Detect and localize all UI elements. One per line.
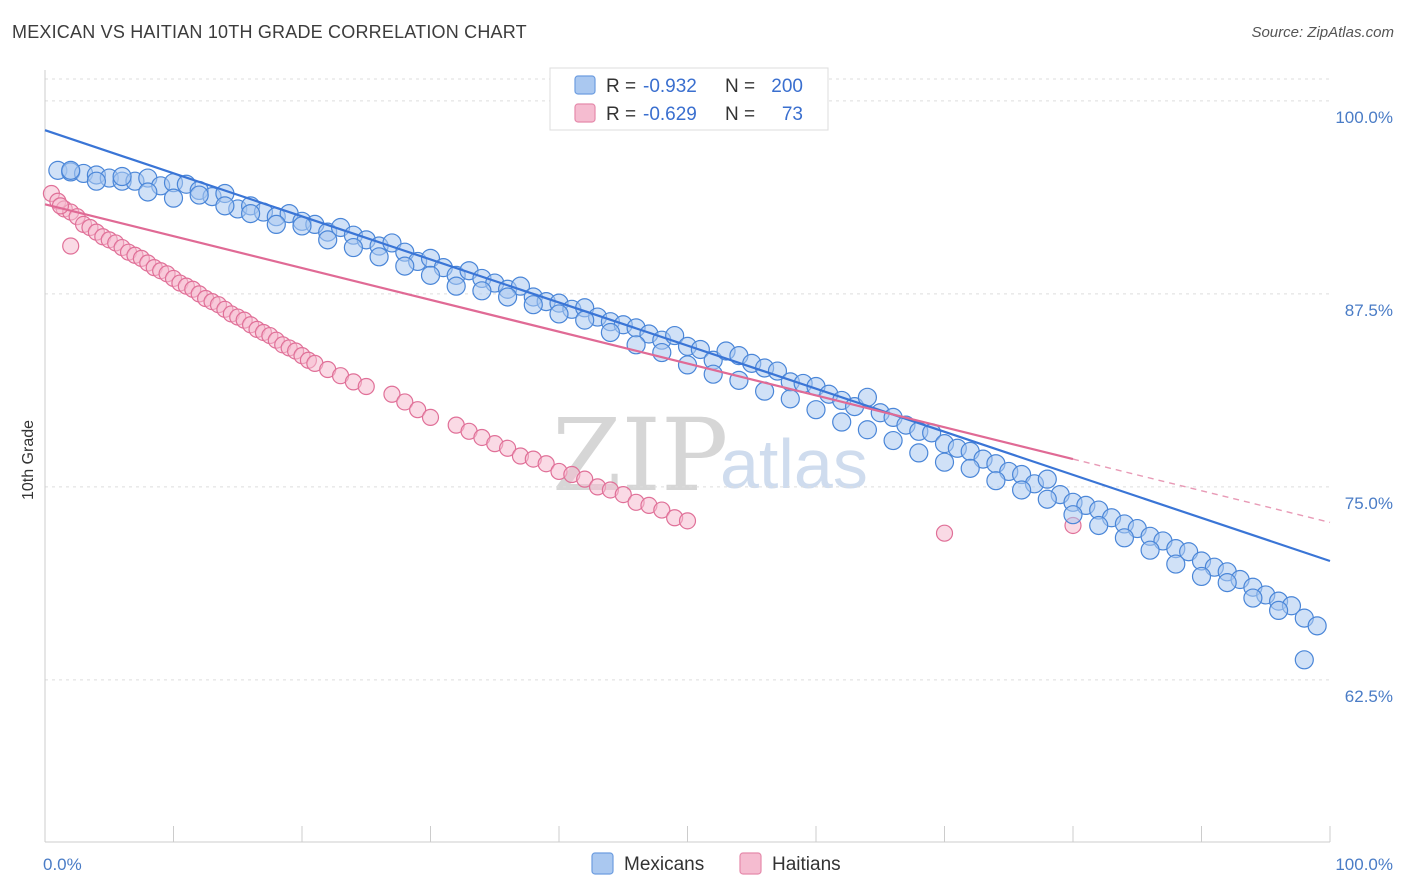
- mexicans-point: [241, 203, 261, 224]
- haitians-point: [537, 455, 555, 473]
- haitians-point: [396, 393, 414, 411]
- mexicans-point: [960, 458, 980, 478]
- mexicans-point: [189, 185, 209, 205]
- mexicans-point: [767, 361, 788, 381]
- legend-r-value-haitians: -0.629: [643, 104, 697, 125]
- mexicans-point: [1217, 573, 1237, 593]
- mexicans-point: [318, 230, 338, 250]
- haitians-point: [409, 401, 427, 419]
- mexicans-point: [1037, 469, 1057, 489]
- mexicans-point: [934, 452, 955, 472]
- mexicans-point: [780, 389, 800, 409]
- mexicans-point: [446, 276, 466, 296]
- legend-swatch-haitians: [574, 103, 596, 123]
- mexicans-point: [1089, 515, 1109, 536]
- haitians-point: [678, 512, 697, 530]
- haitians-point: [614, 486, 632, 504]
- y-tick-label: 75.0%: [1345, 494, 1393, 513]
- legend-r-label-haitians: R =: [606, 104, 636, 125]
- mexicans-point: [215, 196, 235, 216]
- watermark-zip: ZIP: [552, 397, 728, 514]
- mexicans-point: [1166, 554, 1186, 574]
- gridlines: [45, 78, 1330, 681]
- mexicans-point: [1307, 616, 1327, 636]
- mexicans-point: [1063, 505, 1083, 525]
- haitians-point: [576, 470, 594, 488]
- mexicans-trendline: [44, 129, 1331, 563]
- haitians-point: [421, 408, 440, 426]
- mexicans-point: [86, 171, 107, 191]
- mexicans-point: [292, 216, 312, 236]
- haitians-point: [935, 524, 954, 542]
- x-tick-label-min: 0.0%: [43, 855, 82, 874]
- mexicans-point: [112, 166, 132, 187]
- legend-n-label-mexicans: N =: [725, 76, 755, 97]
- mexicans-point: [549, 304, 569, 324]
- mexicans-point: [909, 443, 929, 463]
- haitians-point: [499, 439, 517, 457]
- mexicans-point: [523, 295, 543, 315]
- mexicans-point: [395, 256, 415, 276]
- mexicans-point: [883, 430, 903, 451]
- mexicans-point: [369, 247, 389, 267]
- x-axis-ticks: [44, 826, 1331, 842]
- y-axis-label: 10th Grade: [20, 420, 37, 500]
- mexicans-point: [343, 237, 363, 258]
- mexicans-point: [61, 160, 81, 180]
- y-tick-label: 100.0%: [1335, 108, 1393, 127]
- mexicans-point: [138, 182, 158, 202]
- haitians-point: [357, 377, 375, 396]
- legend-r-value-mexicans: -0.932: [643, 76, 697, 97]
- stats-legend-box: [549, 67, 829, 131]
- legend-n-label-haitians: N =: [725, 104, 755, 125]
- bottom-legend-swatch-haitians: [739, 852, 762, 875]
- mexicans-point: [472, 281, 492, 301]
- bottom-legend-swatch-mexicans: [591, 852, 614, 875]
- haitians-points: [42, 184, 1082, 542]
- mexicans-point: [1268, 600, 1289, 621]
- y-tick-labels: 62.5% 75.0% 87.5% 100.0%: [1335, 108, 1393, 706]
- chart-title: MEXICAN VS HAITIAN 10TH GRADE CORRELATIO…: [12, 22, 527, 42]
- mexicans-point: [266, 214, 286, 234]
- haitians-point: [383, 385, 401, 403]
- x-tick-label-max: 100.0%: [1335, 855, 1393, 874]
- mexicans-point: [1140, 540, 1160, 560]
- mexicans-point: [1011, 480, 1032, 500]
- mexicans-point: [986, 471, 1006, 491]
- stats-legend: R = -0.932 N = 200 R = -0.629 N = 73: [549, 67, 829, 131]
- mexicans-point: [806, 400, 826, 420]
- mexicans-point: [1191, 566, 1212, 587]
- mexicans-point: [600, 322, 621, 343]
- mexicans-point: [163, 188, 184, 208]
- mexicans-point: [832, 412, 852, 432]
- y-tick-label: 87.5%: [1345, 301, 1393, 320]
- bottom-legend-label-mexicans: Mexicans: [624, 854, 704, 875]
- mexicans-point: [1037, 489, 1057, 509]
- mexicans-point: [857, 420, 878, 440]
- mexicans-point: [1243, 588, 1263, 608]
- legend-n-value-haitians: 73: [782, 104, 803, 125]
- legend-n-value-mexicans: 200: [771, 76, 803, 97]
- legend-swatch-mexicans: [574, 75, 596, 95]
- haitians-trendline: [44, 203, 1074, 461]
- chart-source: Source: ZipAtlas.com: [1251, 24, 1394, 41]
- watermark-atlas: atlas: [720, 425, 868, 503]
- mexicans-point: [498, 287, 518, 307]
- mexicans-point: [420, 265, 441, 285]
- haitians-trendline-extension: [1072, 458, 1331, 524]
- mexicans-point: [1114, 528, 1135, 548]
- mexicans-point: [1294, 650, 1314, 670]
- legend-r-label-mexicans: R =: [606, 76, 636, 97]
- y-tick-label: 62.5%: [1345, 687, 1393, 706]
- series-legend: Mexicans Haitians: [591, 852, 841, 875]
- haitians-point: [62, 237, 80, 255]
- mexicans-point: [1179, 542, 1199, 562]
- bottom-legend-label-haitians: Haitians: [772, 854, 841, 875]
- haitians-point: [653, 501, 671, 519]
